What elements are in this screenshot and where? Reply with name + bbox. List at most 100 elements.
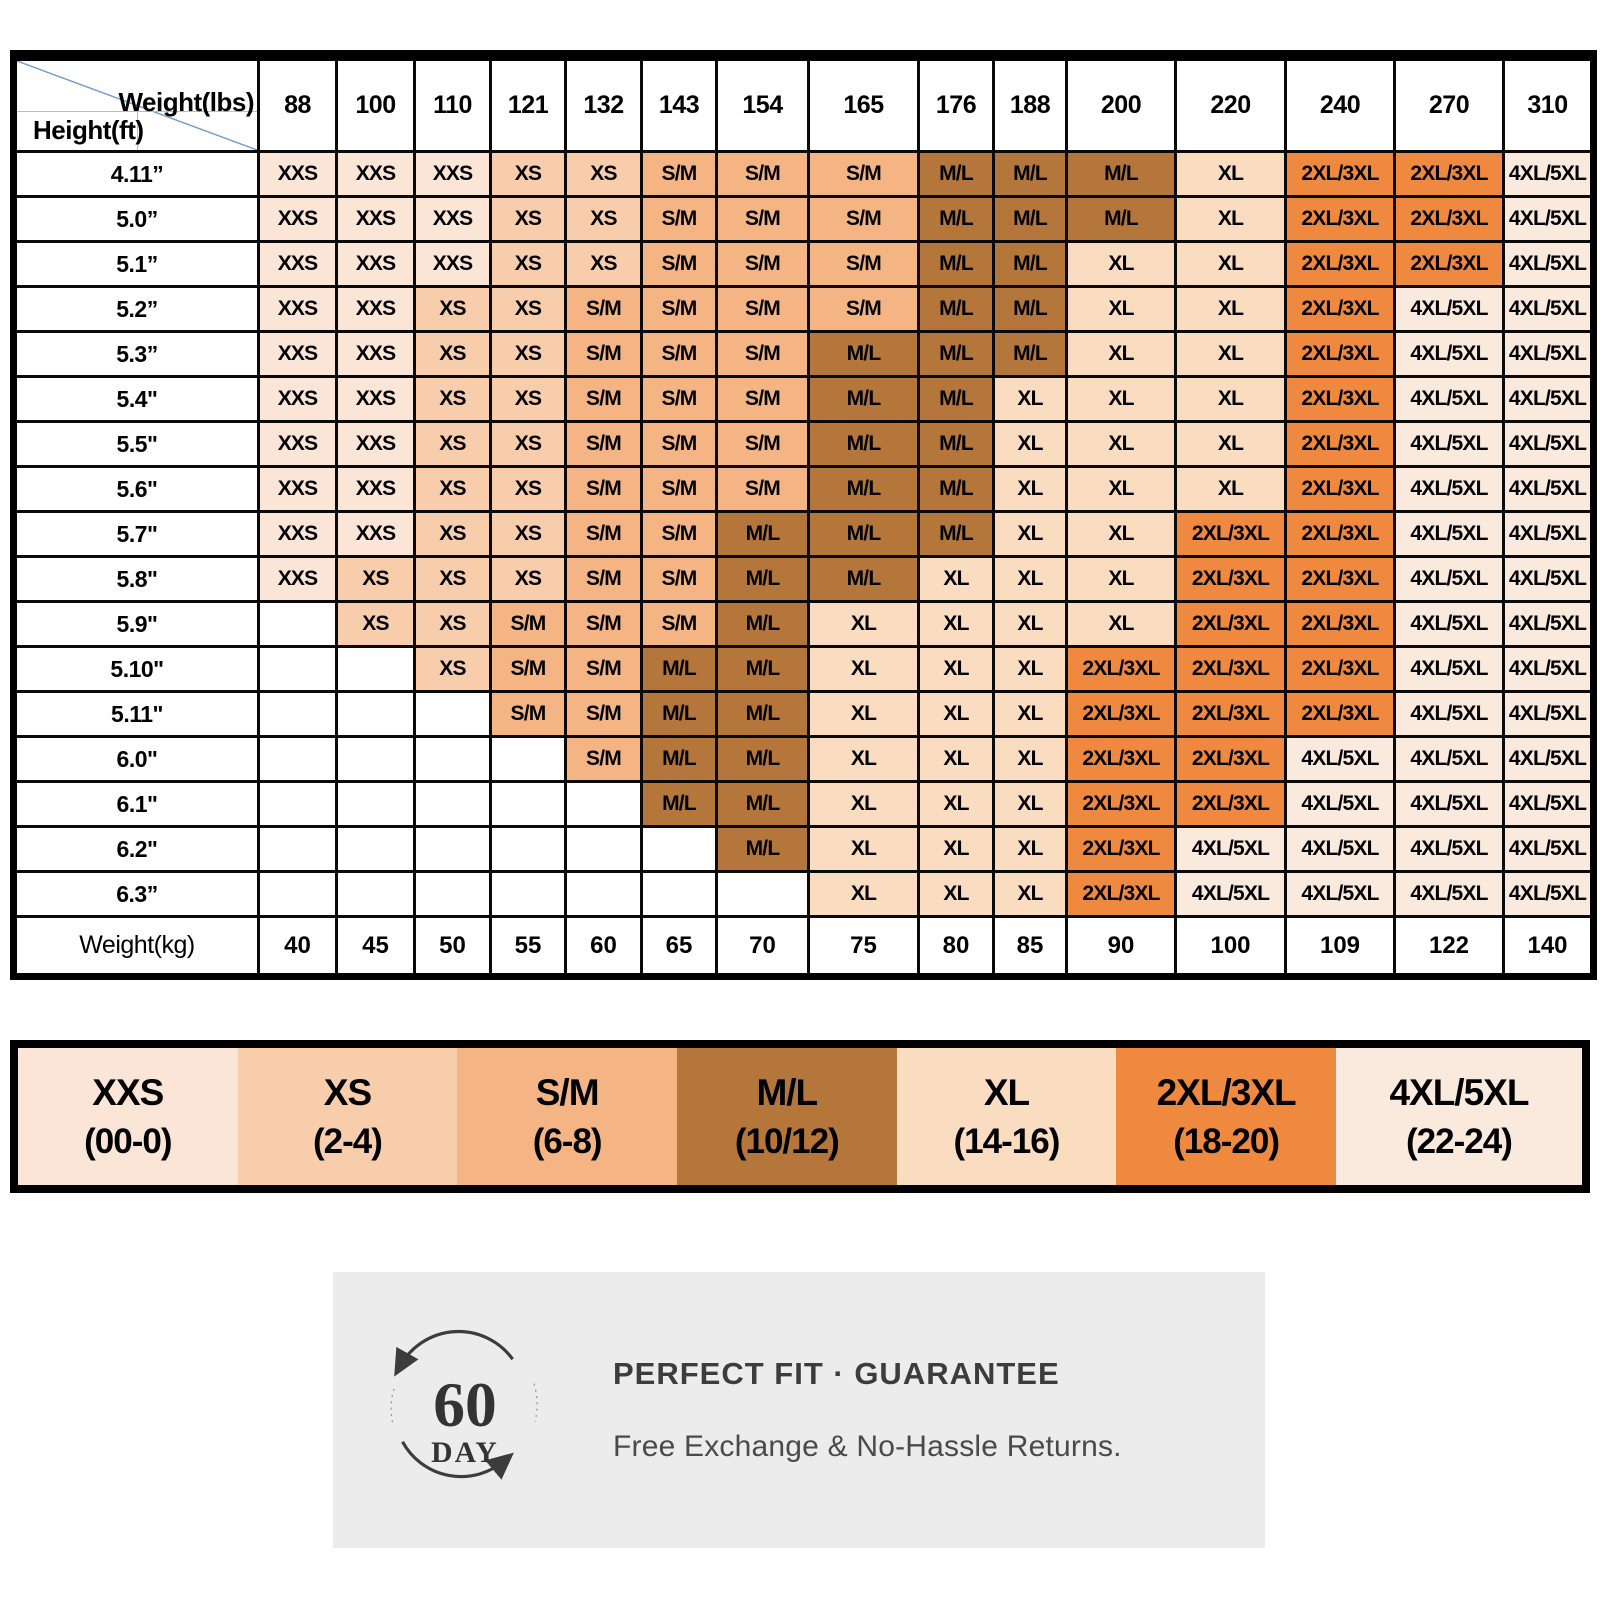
size-cell: 2XL/3XL <box>1174 780 1287 828</box>
size-cell: S/M <box>640 150 718 198</box>
size-cell: 4XL/5XL <box>1393 690 1505 738</box>
size-cell: XL <box>1174 330 1287 378</box>
legend-size-range: (00-0) <box>84 1121 172 1161</box>
size-cell: XL <box>992 420 1068 468</box>
size-cell: XXS <box>257 555 338 603</box>
size-cell <box>257 870 338 918</box>
weight-lbs-header-cell: 121 <box>489 54 567 153</box>
legend-size-range: (18-20) <box>1173 1121 1280 1161</box>
guarantee-subtitle: Free Exchange & No-Hassle Returns. <box>613 1430 1122 1463</box>
size-cell: XL <box>992 825 1068 873</box>
size-cell: 2XL/3XL <box>1065 780 1177 828</box>
table-row: 5.8" XXS XS XS XS S/M S/M M/L M/L XL XL XL 2XL/3XL 2X… <box>12 555 1595 603</box>
size-cell: S/M <box>640 285 718 333</box>
size-cell: XS <box>413 645 492 693</box>
size-cell: S/M <box>564 555 643 603</box>
size-cell: M/L <box>807 420 920 468</box>
size-cell: 4XL/5XL <box>1502 195 1595 243</box>
legend-size-range: (2-4) <box>313 1121 383 1161</box>
size-cell: S/M <box>564 285 643 333</box>
size-cell: 4XL/5XL <box>1502 510 1595 558</box>
size-cell: 4XL/5XL <box>1393 555 1505 603</box>
weight-kg-value: 65 <box>640 915 718 978</box>
size-cell: M/L <box>1065 195 1177 243</box>
size-cell: XXS <box>257 465 338 513</box>
size-cell <box>257 735 338 783</box>
size-cell: 2XL/3XL <box>1284 240 1396 288</box>
legend-item: XXS (00-0) <box>18 1048 238 1185</box>
size-cell <box>335 645 416 693</box>
size-cell: XL <box>1065 330 1177 378</box>
size-cell: M/L <box>917 150 995 198</box>
size-cell: S/M <box>715 150 810 198</box>
height-row-label: 5.8" <box>12 555 260 603</box>
size-cell: XL <box>992 375 1068 423</box>
size-cell: 4XL/5XL <box>1284 780 1396 828</box>
size-cell <box>413 690 492 738</box>
size-cell: S/M <box>807 240 920 288</box>
size-cell: XS <box>413 420 492 468</box>
size-cell: 4XL/5XL <box>1393 510 1505 558</box>
size-cell: S/M <box>564 735 643 783</box>
weight-kg-row-label: Weight(kg) <box>12 915 260 978</box>
size-cell <box>489 870 567 918</box>
size-cell: XL <box>1174 240 1287 288</box>
size-cell: XXS <box>335 330 416 378</box>
size-cell: S/M <box>715 465 810 513</box>
size-cell: S/M <box>564 420 643 468</box>
weight-lbs-header-cell: 240 <box>1284 54 1396 153</box>
size-cell: 4XL/5XL <box>1174 825 1287 873</box>
size-cell: M/L <box>715 600 810 648</box>
size-cell: XXS <box>257 240 338 288</box>
size-cell: S/M <box>640 600 718 648</box>
weight-lbs-header-cell: 188 <box>992 54 1068 153</box>
size-cell: M/L <box>715 555 810 603</box>
table-header-row: Weight(lbs) Height(ft) 88 100 110 121 132 143… <box>12 54 1595 153</box>
height-row-label: 6.0" <box>12 735 260 783</box>
size-cell <box>715 870 810 918</box>
weight-lbs-header-cell: 154 <box>715 54 810 153</box>
diagonal-line <box>17 61 257 150</box>
size-cell: M/L <box>917 240 995 288</box>
size-cell: 2XL/3XL <box>1284 690 1396 738</box>
legend-size-range: (6-8) <box>532 1121 603 1161</box>
size-cell: 4XL/5XL <box>1502 285 1595 333</box>
size-cell: 4XL/5XL <box>1502 645 1595 693</box>
size-cell: XL <box>917 735 995 783</box>
size-cell: M/L <box>715 735 810 783</box>
size-cell: XL <box>917 600 995 648</box>
size-cell: 4XL/5XL <box>1393 735 1505 783</box>
size-cell: M/L <box>917 330 995 378</box>
size-cell: S/M <box>807 150 920 198</box>
size-cell: XL <box>1174 420 1287 468</box>
corner-cell: Weight(lbs) Height(ft) <box>12 54 260 153</box>
size-cell: XL <box>1065 465 1177 513</box>
size-cell: 2XL/3XL <box>1284 330 1396 378</box>
size-cell: 4XL/5XL <box>1284 870 1396 918</box>
size-cell: XL <box>1065 240 1177 288</box>
size-cell: XL <box>1065 555 1177 603</box>
size-cell: S/M <box>807 285 920 333</box>
size-cell: XL <box>917 870 995 918</box>
size-cell: XS <box>564 150 643 198</box>
size-cell: XXS <box>335 240 416 288</box>
weight-kg-value: 60 <box>564 915 643 978</box>
table-row: 5.10" XS S/M S/M M/L M/L XL XL XL 2XL/3XL 2XL/3XL 2… <box>12 645 1595 693</box>
size-cell: 4XL/5XL <box>1174 870 1287 918</box>
height-row-label: 4.11” <box>12 150 260 198</box>
size-cell: XS <box>489 150 567 198</box>
weight-kg-value: 85 <box>992 915 1068 978</box>
size-cell: XS <box>489 465 567 513</box>
weight-kg-value: 100 <box>1174 915 1287 978</box>
weight-lbs-header-cell: 165 <box>807 54 920 153</box>
size-cell: XL <box>1174 150 1287 198</box>
size-cell: XS <box>489 510 567 558</box>
size-cell: XL <box>807 600 920 648</box>
legend-size-label: 4XL/5XL <box>1389 1071 1529 1113</box>
size-cell <box>257 645 338 693</box>
weight-lbs-header-cell: 143 <box>640 54 718 153</box>
size-cell: 4XL/5XL <box>1502 825 1595 873</box>
size-cell: 2XL/3XL <box>1174 645 1287 693</box>
weight-kg-value: 70 <box>715 915 810 978</box>
table-row: 5.2” XXS XXS XS XS S/M S/M S/M S/M M/L M/L XL XL 2XL/… <box>12 285 1595 333</box>
